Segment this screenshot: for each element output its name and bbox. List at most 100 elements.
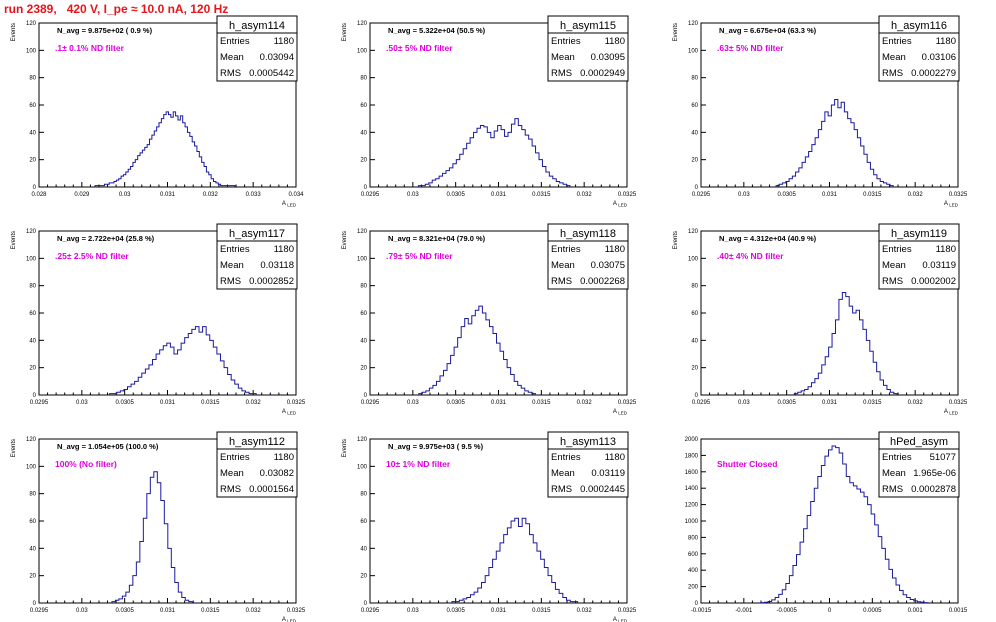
histogram-panel: -0.0015 -0.001 -0.0005 0 0.0005 0.001 0.0015 0 2… — [685, 431, 968, 614]
histogram-name: hPed_asym — [890, 436, 948, 448]
histogram-line — [94, 111, 236, 187]
stats-label: Mean — [220, 260, 244, 271]
y-tick-label: 20 — [29, 158, 36, 164]
x-tick-label: 0.0295 — [30, 608, 49, 614]
x-tick-label: 0.032 — [246, 400, 262, 406]
histogram-name: h_asym119 — [891, 228, 947, 240]
x-tick-label: 0.0295 — [361, 192, 380, 198]
x-tick-label: 0.0295 — [30, 400, 49, 406]
y-axis-label: Events — [342, 231, 348, 249]
y-tick-label: 80 — [29, 284, 36, 290]
y-tick-label: 120 — [688, 229, 699, 235]
x-axis-label: A LED — [944, 201, 959, 208]
y-tick-label: 40 — [360, 546, 367, 552]
y-tick-label: 20 — [360, 366, 367, 372]
stats-value: 0.03094 — [260, 52, 294, 63]
x-tick-label: 0.0295 — [692, 400, 711, 406]
stats-label: Mean — [551, 52, 575, 63]
y-tick-label: 1400 — [685, 486, 699, 492]
y-tick-label: 40 — [360, 130, 367, 136]
y-axis-label: Events — [673, 231, 679, 249]
histogram-name: h_asym112 — [229, 436, 285, 448]
navg-label: N_avg = 8.321e+04 (79.0 %) — [388, 234, 486, 243]
x-tick-label: 0.03 — [407, 608, 419, 614]
x-tick-label: 0.031 — [822, 400, 838, 406]
stats-label: Mean — [882, 260, 906, 271]
x-tick-label: 0.0295 — [692, 192, 711, 198]
y-tick-label: 60 — [691, 311, 698, 317]
x-axis-label: A LED — [613, 409, 628, 416]
x-tick-label: 0.0315 — [532, 192, 551, 198]
stats-box — [216, 240, 298, 290]
stats-label: Entries — [882, 244, 912, 255]
filter-label: .79± 5% ND filter — [386, 251, 453, 261]
x-tick-label: 0.03 — [119, 192, 131, 198]
x-tick-label: 0.032 — [577, 400, 593, 406]
y-tick-label: 0 — [33, 185, 37, 191]
y-tick-label: 400 — [688, 568, 699, 574]
y-tick-label: 120 — [26, 21, 37, 27]
y-tick-label: 60 — [360, 519, 367, 525]
histogram-name: h_asym118 — [560, 228, 616, 240]
stats-label: RMS — [551, 484, 572, 495]
stats-value: 0.03118 — [260, 260, 294, 271]
x-tick-label: 0.0325 — [949, 192, 968, 198]
y-tick-label: 40 — [691, 130, 698, 136]
y-tick-label: 120 — [26, 229, 37, 235]
stats-value: 0.03095 — [591, 52, 625, 63]
stats-box — [547, 240, 629, 290]
x-tick-label: 0.03 — [76, 400, 88, 406]
stats-label: Mean — [551, 468, 575, 479]
stats-value: 0.0002852 — [249, 276, 294, 287]
x-tick-label: 0.031 — [491, 400, 507, 406]
x-tick-label: 0.0305 — [777, 400, 796, 406]
x-tick-label: 0.031 — [491, 192, 507, 198]
y-tick-label: 60 — [29, 519, 36, 525]
x-tick-label: -0.001 — [735, 608, 753, 614]
y-tick-label: 0 — [33, 393, 37, 399]
y-tick-label: 80 — [691, 284, 698, 290]
x-tick-label: 0.028 — [31, 192, 47, 198]
stats-value: 0.0005442 — [249, 68, 294, 79]
x-axis-label: A LED — [613, 201, 628, 208]
stats-label: Entries — [551, 36, 581, 47]
y-tick-label: 100 — [26, 48, 37, 54]
y-tick-label: 1600 — [685, 470, 699, 476]
stats-value: 0.0001564 — [249, 484, 294, 495]
y-tick-label: 60 — [29, 103, 36, 109]
y-axis-label: Events — [11, 439, 17, 457]
x-tick-label: 0.032 — [908, 192, 924, 198]
x-tick-label: 0.0295 — [361, 400, 380, 406]
stats-label: Entries — [220, 452, 250, 463]
x-tick-label: 0.03 — [407, 400, 419, 406]
histogram-line — [418, 305, 536, 395]
stats-value: 0.03075 — [591, 260, 625, 271]
x-tick-label: 0.031 — [491, 608, 507, 614]
x-axis-label: A LED — [282, 409, 297, 416]
y-tick-label: 120 — [357, 437, 368, 443]
histogram-panel: 0.0295 0.03 0.0305 0.031 0.0315 0.032 0.0325 0 2… — [342, 223, 637, 416]
filter-label: .63± 5% ND filter — [717, 43, 784, 53]
stats-value: 0.03106 — [922, 52, 956, 63]
histogram-panel: 0.0295 0.03 0.0305 0.031 0.0315 0.032 0.0325 0 2… — [673, 223, 968, 416]
histogram-panel: 0.0295 0.03 0.0305 0.031 0.0315 0.032 0.0325 0 2… — [673, 15, 968, 208]
y-tick-label: 120 — [357, 21, 368, 27]
stats-label: RMS — [551, 68, 572, 79]
y-tick-label: 80 — [29, 492, 36, 498]
stats-label: RMS — [882, 484, 903, 495]
stats-label: Entries — [551, 244, 581, 255]
x-tick-label: 0.032 — [908, 400, 924, 406]
stats-label: RMS — [220, 484, 241, 495]
y-tick-label: 60 — [360, 103, 367, 109]
x-tick-label: 0.0315 — [863, 400, 882, 406]
y-tick-label: 200 — [688, 585, 699, 591]
stats-label: Mean — [220, 468, 244, 479]
y-tick-label: 80 — [360, 76, 367, 82]
y-tick-label: 80 — [360, 284, 367, 290]
filter-label: 10± 1% ND filter — [386, 459, 451, 469]
y-tick-label: 0 — [364, 393, 368, 399]
y-tick-label: 0 — [695, 393, 699, 399]
x-tick-label: 0.0305 — [777, 192, 796, 198]
x-tick-label: 0.034 — [288, 192, 304, 198]
stats-value: 0.03082 — [260, 468, 294, 479]
